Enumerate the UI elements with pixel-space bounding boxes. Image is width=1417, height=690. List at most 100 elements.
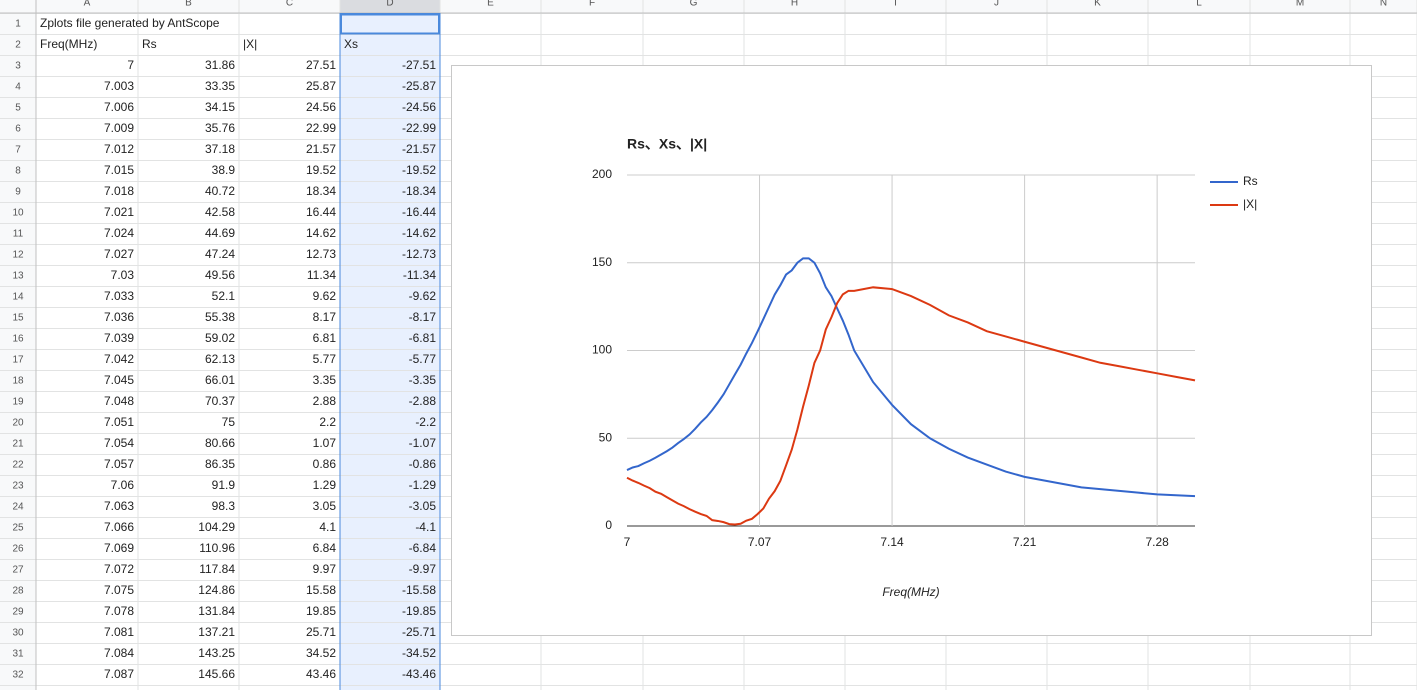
cell[interactable]: |X| xyxy=(243,37,257,51)
cell[interactable]: -18.34 xyxy=(402,184,436,198)
cell[interactable]: -6.81 xyxy=(409,331,437,345)
cell[interactable]: 16.44 xyxy=(306,205,336,219)
row-number[interactable]: 32 xyxy=(12,670,24,681)
cell[interactable]: -2.2 xyxy=(415,415,436,429)
cell[interactable]: 9.97 xyxy=(313,562,337,576)
row-number[interactable]: 29 xyxy=(12,607,24,618)
cell[interactable]: 37.18 xyxy=(205,142,235,156)
cell[interactable]: -3.05 xyxy=(409,499,437,513)
cell[interactable]: 7.042 xyxy=(104,352,134,366)
cell[interactable]: 6.81 xyxy=(313,331,337,345)
row-number[interactable]: 10 xyxy=(12,208,24,219)
cell[interactable]: 59.02 xyxy=(205,331,235,345)
cell[interactable]: 19.85 xyxy=(306,604,336,618)
cell[interactable]: 7.009 xyxy=(104,121,134,135)
cell[interactable]: -8.17 xyxy=(409,310,437,324)
cell[interactable]: 7.063 xyxy=(104,499,134,513)
cell[interactable]: 75 xyxy=(222,415,236,429)
cell[interactable]: 7.027 xyxy=(104,247,134,261)
column-header[interactable]: I xyxy=(894,0,897,9)
cell[interactable]: 62.13 xyxy=(205,352,235,366)
cell[interactable]: 7.078 xyxy=(104,604,134,618)
cell[interactable]: 7.033 xyxy=(104,289,134,303)
cell[interactable]: Xs xyxy=(344,37,358,51)
cell[interactable]: 42.58 xyxy=(205,205,235,219)
cell[interactable]: 15.58 xyxy=(306,583,336,597)
row-number[interactable]: 25 xyxy=(12,523,24,534)
cell[interactable]: 34.52 xyxy=(306,646,336,660)
cell[interactable]: 7.066 xyxy=(104,520,134,534)
cell[interactable]: -2.88 xyxy=(409,394,437,408)
cell[interactable]: -11.34 xyxy=(403,268,436,282)
row-number[interactable]: 7 xyxy=(15,145,21,156)
row-number[interactable]: 14 xyxy=(12,292,24,303)
cell[interactable]: 104.29 xyxy=(198,520,235,534)
cell[interactable]: 7.069 xyxy=(104,541,134,555)
cell[interactable]: Rs xyxy=(142,37,157,51)
cell[interactable]: -3.35 xyxy=(409,373,437,387)
row-number[interactable]: 24 xyxy=(12,502,24,513)
cell[interactable]: 11.34 xyxy=(307,268,336,282)
cell[interactable]: 14.62 xyxy=(306,226,336,240)
cell[interactable]: 2.2 xyxy=(319,415,336,429)
column-header[interactable]: M xyxy=(1296,0,1304,9)
cell[interactable]: 38.9 xyxy=(212,163,236,177)
cell[interactable]: -22.99 xyxy=(402,121,436,135)
cell[interactable]: 143.25 xyxy=(198,646,235,660)
cell[interactable]: 9.62 xyxy=(313,289,337,303)
column-header[interactable]: A xyxy=(84,0,91,9)
row-number[interactable]: 15 xyxy=(12,313,24,324)
cell[interactable]: -1.07 xyxy=(409,436,437,450)
row-number[interactable]: 6 xyxy=(15,124,21,135)
cell[interactable]: -43.46 xyxy=(402,667,436,681)
row-number[interactable]: 12 xyxy=(12,250,24,261)
cell[interactable]: -12.73 xyxy=(402,247,436,261)
cell[interactable]: 7.006 xyxy=(104,100,134,114)
cell[interactable]: 34.15 xyxy=(205,100,235,114)
column-header[interactable]: G xyxy=(690,0,698,9)
cell[interactable]: 7.012 xyxy=(104,142,134,156)
cell[interactable]: 3.35 xyxy=(313,373,337,387)
cell[interactable]: 47.24 xyxy=(205,247,235,261)
cell[interactable]: 7.054 xyxy=(104,436,134,450)
cell[interactable]: 7.06 xyxy=(111,478,135,492)
cell[interactable]: 137.21 xyxy=(198,625,235,639)
cell[interactable]: -9.62 xyxy=(409,289,437,303)
row-number[interactable]: 1 xyxy=(15,19,21,30)
cell[interactable]: 0.86 xyxy=(313,457,337,471)
cell[interactable]: 7.003 xyxy=(104,79,134,93)
cell[interactable]: 44.69 xyxy=(205,226,235,240)
cell[interactable]: -19.52 xyxy=(402,163,436,177)
cell[interactable]: 124.86 xyxy=(198,583,235,597)
cell[interactable]: 7.045 xyxy=(104,373,134,387)
cell[interactable]: 3.05 xyxy=(313,499,337,513)
cell[interactable]: -16.44 xyxy=(402,205,436,219)
column-header[interactable]: J xyxy=(994,0,999,9)
cell[interactable]: -5.77 xyxy=(409,352,437,366)
cell[interactable]: Zplots file generated by AntScope xyxy=(40,16,220,30)
column-header[interactable]: B xyxy=(185,0,192,9)
cell[interactable]: 7.015 xyxy=(104,163,134,177)
cell[interactable]: 4.1 xyxy=(319,520,336,534)
cell[interactable]: 25.71 xyxy=(306,625,336,639)
cell[interactable]: 12.73 xyxy=(306,247,336,261)
cell[interactable]: 35.76 xyxy=(205,121,235,135)
cell[interactable]: 40.72 xyxy=(205,184,235,198)
cell[interactable]: 6.84 xyxy=(313,541,337,555)
cell[interactable]: 80.66 xyxy=(205,436,235,450)
row-number[interactable]: 16 xyxy=(12,334,24,345)
cell[interactable]: 70.37 xyxy=(205,394,235,408)
cell[interactable]: 66.01 xyxy=(205,373,235,387)
cell[interactable]: 1.07 xyxy=(313,436,337,450)
cell[interactable]: 2.88 xyxy=(313,394,337,408)
cell[interactable]: 7 xyxy=(127,58,134,72)
row-number[interactable]: 13 xyxy=(12,271,24,282)
cell[interactable]: 7.048 xyxy=(104,394,134,408)
cell[interactable]: 7.075 xyxy=(104,583,134,597)
cell[interactable]: 21.57 xyxy=(306,142,336,156)
column-header[interactable]: L xyxy=(1196,0,1202,9)
row-number[interactable]: 18 xyxy=(12,376,24,387)
cell[interactable]: 7.039 xyxy=(104,331,134,345)
cell[interactable]: -1.29 xyxy=(409,478,437,492)
cell[interactable]: 22.99 xyxy=(306,121,336,135)
